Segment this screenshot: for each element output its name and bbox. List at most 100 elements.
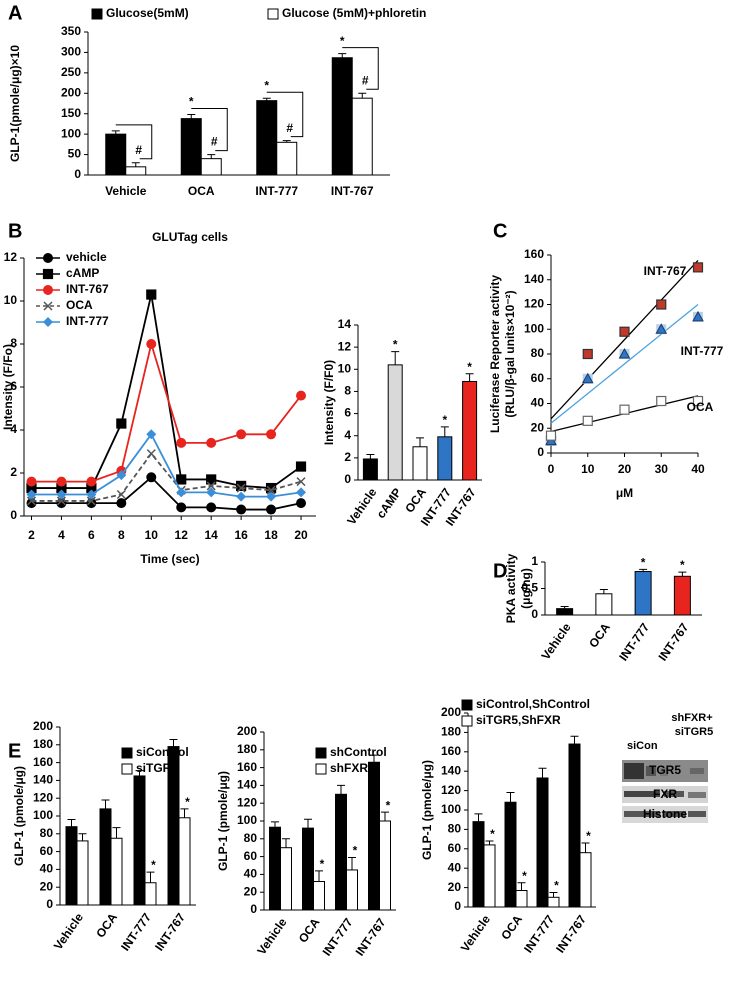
marker bbox=[42, 268, 54, 280]
bar bbox=[269, 826, 281, 911]
y-tick-label: 120 bbox=[441, 783, 461, 797]
blot-band bbox=[624, 763, 644, 779]
x-tick-label: 0 bbox=[548, 462, 555, 476]
y-tick-label: 40 bbox=[448, 860, 462, 874]
bar bbox=[579, 852, 592, 908]
y-axis-label: Intensity (F/Fo) bbox=[1, 344, 15, 430]
marker bbox=[26, 476, 37, 487]
bar bbox=[483, 844, 496, 908]
x-tick-label: 14 bbox=[204, 528, 218, 542]
y-tick-label: 40 bbox=[244, 867, 258, 881]
error-bar bbox=[282, 838, 290, 848]
error-bar bbox=[639, 568, 648, 572]
y-tick-label: 1 bbox=[531, 554, 538, 568]
error-bar bbox=[370, 754, 378, 763]
y-tick-label: 250 bbox=[61, 65, 81, 79]
y-tick-label: 100 bbox=[33, 808, 53, 822]
bar bbox=[256, 100, 278, 176]
error-bar bbox=[416, 437, 424, 447]
y-tick-label: 180 bbox=[33, 737, 53, 751]
error-bar bbox=[112, 827, 121, 839]
bar bbox=[276, 141, 298, 176]
marker bbox=[56, 476, 67, 487]
trend-line bbox=[550, 303, 699, 424]
marker bbox=[266, 429, 277, 440]
marker bbox=[206, 487, 217, 498]
error-bar bbox=[358, 92, 367, 99]
error-bar bbox=[517, 882, 526, 891]
x-tick-label: Vehicle bbox=[105, 184, 147, 198]
significance-label: # bbox=[211, 135, 218, 149]
y-tick-label: 200 bbox=[61, 85, 81, 99]
bar bbox=[556, 608, 574, 616]
y-tick-label: 180 bbox=[441, 725, 461, 739]
bar bbox=[673, 575, 691, 616]
bar bbox=[313, 881, 325, 911]
error-bar bbox=[440, 426, 449, 437]
marker bbox=[43, 317, 53, 327]
row-label: Histone bbox=[643, 807, 687, 821]
error-bar bbox=[135, 770, 144, 776]
error-bar bbox=[337, 784, 345, 795]
error-bar bbox=[78, 833, 87, 841]
marker bbox=[56, 489, 67, 500]
marker bbox=[26, 496, 37, 506]
y-tick-label: 350 bbox=[61, 24, 81, 38]
series-line bbox=[31, 294, 302, 489]
marker bbox=[43, 301, 53, 311]
marker bbox=[655, 323, 668, 334]
bar bbox=[547, 896, 560, 908]
marker bbox=[206, 474, 217, 485]
bar bbox=[335, 793, 347, 911]
blot-band bbox=[660, 768, 668, 776]
bar bbox=[280, 847, 292, 911]
bar bbox=[65, 826, 78, 906]
error-bar bbox=[570, 735, 579, 745]
marker bbox=[236, 504, 247, 515]
legend-swatch bbox=[121, 747, 133, 759]
error-bar bbox=[67, 819, 76, 827]
y-tick-label: 0 bbox=[250, 902, 257, 916]
bracket bbox=[266, 91, 304, 138]
marker bbox=[656, 395, 667, 407]
significance-label: * bbox=[386, 798, 391, 812]
series-label: INT-767 bbox=[644, 264, 687, 278]
y-tick-label: 120 bbox=[524, 297, 544, 311]
legend-swatch bbox=[461, 699, 473, 711]
marker bbox=[176, 487, 187, 498]
error-bar bbox=[391, 351, 400, 365]
marker bbox=[146, 289, 157, 300]
marker bbox=[266, 504, 277, 515]
marker bbox=[656, 299, 667, 310]
bar bbox=[368, 761, 380, 911]
y-tick-label: 4 bbox=[344, 428, 351, 442]
lane-label: siCon bbox=[627, 740, 658, 752]
significance-label: * bbox=[641, 556, 646, 570]
y-axis-label: GLP-1 (pmole/μg) bbox=[216, 771, 230, 871]
significance-label: * bbox=[189, 95, 194, 109]
marker bbox=[43, 285, 53, 295]
marker bbox=[545, 430, 557, 441]
bar bbox=[634, 571, 652, 616]
blot-band bbox=[664, 811, 686, 817]
y-tick-label: 140 bbox=[524, 272, 544, 286]
y-tick-label: 10 bbox=[338, 361, 352, 375]
marker bbox=[146, 449, 156, 459]
bar bbox=[412, 446, 428, 481]
y-tick-label: 60 bbox=[531, 371, 545, 385]
legend-label: cAMP bbox=[66, 266, 99, 280]
legend-swatch bbox=[315, 763, 327, 775]
legend-swatch bbox=[267, 8, 279, 20]
marker bbox=[116, 470, 127, 481]
error-bar bbox=[207, 154, 216, 159]
x-tick-label: 30 bbox=[655, 462, 669, 476]
error-bar bbox=[485, 840, 494, 845]
x-tick-label: 12 bbox=[175, 528, 189, 542]
error-bar bbox=[348, 856, 356, 870]
marker bbox=[146, 339, 157, 349]
y-axis-label: Intensity (F/F0) bbox=[322, 360, 336, 445]
y-tick-label: 160 bbox=[33, 755, 53, 769]
bar bbox=[536, 777, 549, 908]
x-tick-label: 8 bbox=[118, 528, 125, 542]
x-tick-label: 10 bbox=[581, 462, 595, 476]
